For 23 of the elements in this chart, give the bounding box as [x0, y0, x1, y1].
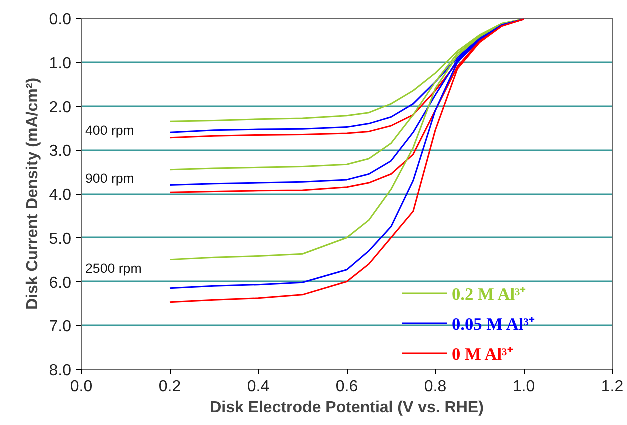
x-tick-label: 0.0 [70, 378, 93, 396]
y-tick-label: 8.0 [49, 362, 72, 380]
x-tick-label: 0.2 [158, 378, 182, 396]
x-axis-title: Disk Electrode Potential (V vs. RHE) [210, 400, 484, 416]
annotation: 400 rpm [86, 122, 134, 138]
y-tick-label: 2.0 [49, 99, 72, 116]
y-tick-label: 7.0 [49, 318, 72, 336]
x-tick-label: 0.8 [424, 378, 447, 396]
annotation: 900 rpm [86, 171, 134, 186]
legend-label: 0.2 M Al³⁺ [452, 284, 526, 305]
legend-label: 0 M Al³⁺ [452, 344, 514, 365]
y-tick-label: 0.0 [49, 12, 72, 28]
y-axis-title: Disk Current Density (mA/cm²) [24, 78, 42, 310]
y-tick-label: 6.0 [49, 274, 72, 292]
y-tick-label: 5.0 [49, 230, 72, 248]
x-tick-label: 1.2 [601, 378, 624, 396]
y-tick-label: 1.0 [49, 55, 72, 72]
x-tick-label: 0.4 [247, 378, 270, 396]
x-tick-label: 0.6 [336, 378, 358, 396]
x-tick-label: 1.0 [512, 378, 536, 396]
y-tick-label: 3.0 [49, 143, 72, 160]
y-tick-label: 4.0 [49, 187, 72, 204]
annotation: 2500 rpm [86, 261, 142, 276]
